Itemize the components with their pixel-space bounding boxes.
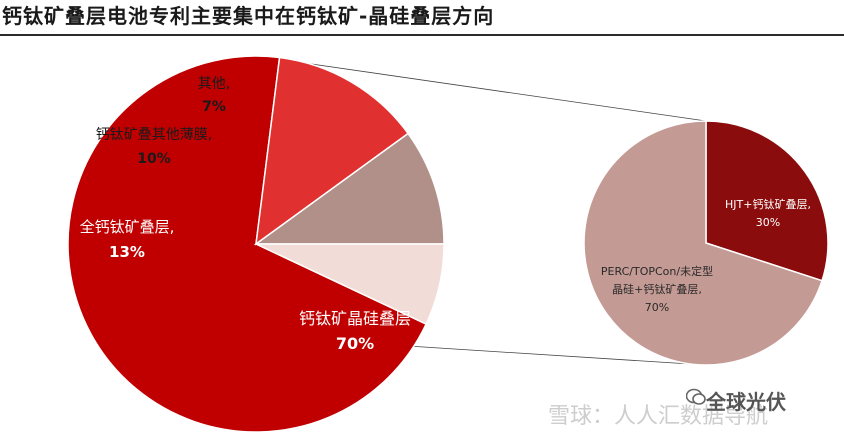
secondary-slice-value-1: 70% [645, 301, 669, 314]
main-slice-value-2: 10% [137, 151, 171, 167]
main-slice-value-0: 70% [336, 334, 374, 353]
chart-title: 钙钛矿叠层电池专利主要集中在钙钛矿-晶硅叠层方向 [2, 4, 495, 28]
slice-labels: 钙钛矿晶硅叠层 70% 全钙钛矿叠层, 13% 钙钛矿叠其他薄膜, 10% 其他, 7% HJT… [80, 76, 811, 353]
main-slice-label-2: 钙钛矿叠其他薄膜, [96, 127, 212, 143]
main-pie-slice-3 [255, 243, 445, 326]
secondary-pie-slice-0 [705, 120, 829, 282]
watermark-right: 全球光伏 [706, 390, 786, 414]
watermark-left: 雪球：人人汇数据导航 [548, 404, 769, 429]
main-slice-value-1: 13% [109, 243, 145, 261]
main-slice-value-3: 7% [202, 99, 226, 115]
secondary-slice-label-1b: 晶硅+钙钛矿叠层, [612, 282, 702, 296]
secondary-pie-slice-1 [583, 120, 823, 366]
main-slice-label-1: 全钙钛矿叠层, [80, 218, 175, 236]
main-pie-slice-0 [67, 55, 428, 433]
wechat-icon [686, 388, 706, 405]
connector-line-bottom [413, 346, 707, 366]
main-pie-slice-1 [255, 56, 410, 246]
main-pie [67, 55, 445, 433]
main-pie-slice-2 [253, 132, 445, 245]
secondary-pie [583, 120, 829, 366]
secondary-slice-label-0: HJT+钙钛矿叠层, [725, 197, 811, 211]
secondary-slice-value-0: 30% [756, 216, 780, 229]
secondary-slice-label-1a: PERC/TOPCon/未定型 [601, 264, 713, 278]
connector-lines [255, 55, 707, 366]
main-slice-label-0: 钙钛矿晶硅叠层 [299, 309, 411, 328]
connector-line-top [255, 55, 707, 122]
main-slice-label-3: 其他, [198, 76, 230, 92]
title-divider [0, 34, 844, 36]
